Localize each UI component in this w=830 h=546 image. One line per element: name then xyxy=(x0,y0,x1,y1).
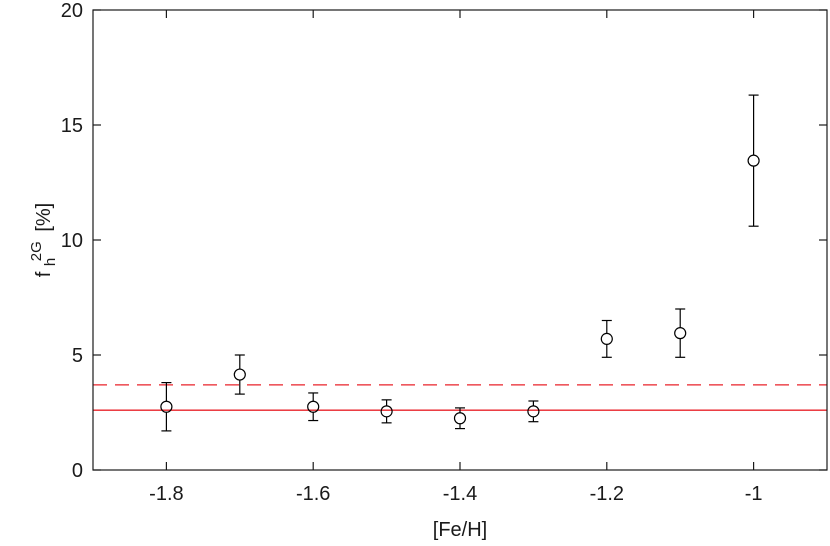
x-axis-label: [Fe/H] xyxy=(433,519,487,541)
data-point-marker xyxy=(233,368,246,381)
data-point-group xyxy=(380,399,393,424)
y-tick-label: 15 xyxy=(61,115,83,137)
data-point-group xyxy=(527,400,540,423)
data-point-group xyxy=(600,319,613,358)
data-point-marker xyxy=(674,327,687,340)
x-tick-label: -1.2 xyxy=(590,483,624,505)
data-point-group xyxy=(160,382,173,432)
y-axis-label-base: f xyxy=(33,271,55,277)
data-point-group xyxy=(453,407,467,430)
plot-frame xyxy=(92,9,828,471)
y-axis-label-subscript: h xyxy=(42,258,59,266)
y-axis-label-superscript: 2G xyxy=(28,241,45,261)
x-tick-label: -1.8 xyxy=(149,483,183,505)
x-tick-label: -1.4 xyxy=(443,483,477,505)
y-tick-label: 0 xyxy=(72,460,83,482)
y-tick-label: 20 xyxy=(61,0,83,22)
data-point-marker xyxy=(453,412,467,425)
data-point-marker xyxy=(160,400,173,413)
y-tick-label: 5 xyxy=(72,345,83,367)
data-point-group xyxy=(747,94,760,227)
data-point-marker xyxy=(600,332,613,345)
data-point-group xyxy=(674,308,687,358)
x-tick-label: -1.6 xyxy=(296,483,330,505)
data-point-marker xyxy=(307,400,320,413)
data-point-marker xyxy=(747,154,760,167)
y-axis-label: f h 2G [%] xyxy=(24,203,60,278)
axis-ticks xyxy=(93,9,827,471)
y-axis-label-suffix: [%] xyxy=(33,203,55,232)
y-tick-label: 10 xyxy=(61,230,83,252)
x-tick-label: -1 xyxy=(745,483,763,505)
data-point-group xyxy=(307,392,320,422)
data-point-marker xyxy=(527,405,540,418)
data-point-marker xyxy=(380,405,393,418)
tick-labels: -1.8 -1.6 -1.4 -1.2 -1 0 5 10 15 20 xyxy=(61,0,763,505)
data-point-group xyxy=(233,354,246,395)
data-points xyxy=(160,94,760,432)
reference-lines xyxy=(93,384,827,411)
